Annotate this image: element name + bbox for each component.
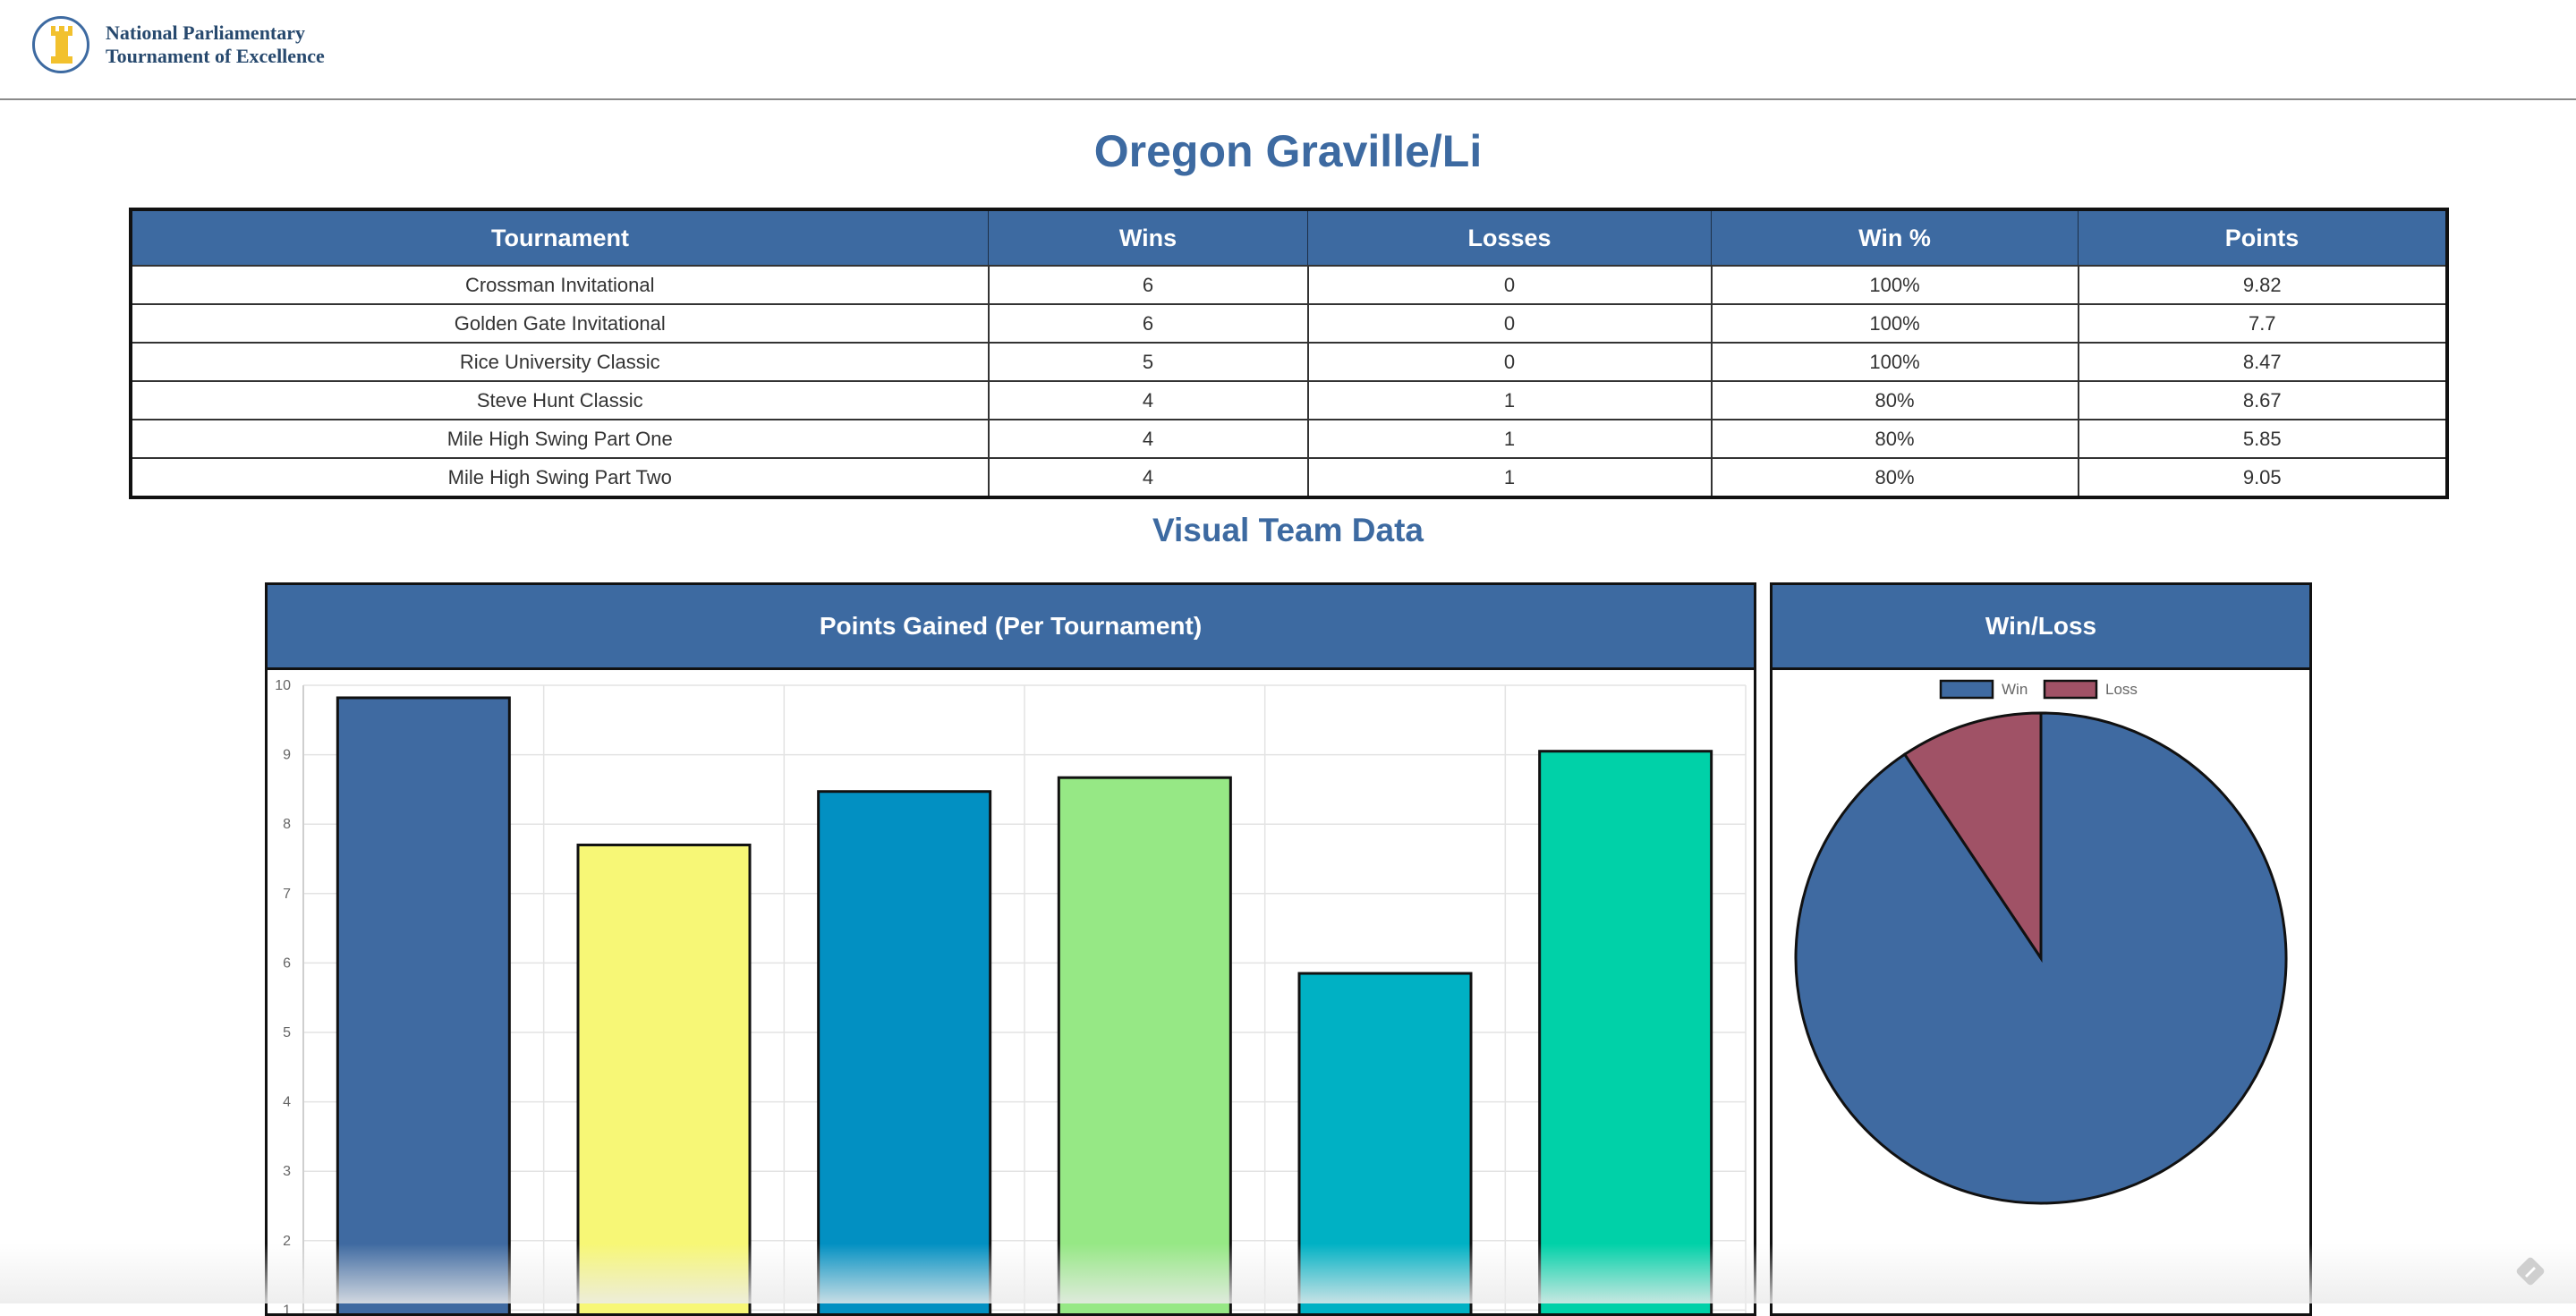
y-tick-label: 9 [283,748,291,763]
cell-points: 5.85 [2077,419,2448,459]
legend-swatch-loss [2043,679,2098,700]
rook-tower-icon [51,26,72,64]
cell-points: 8.67 [2077,380,2448,420]
cell-win-percent: 80% [1710,380,2079,420]
cell-win-percent: 100% [1710,303,2079,344]
legend-label-win: Win [2002,681,2028,698]
cell-wins: 4 [987,419,1309,459]
y-tick-label: 1 [283,1303,291,1316]
cell-tournament: Rice University Classic [130,342,990,382]
column-header-losses: Losses [1307,208,1712,267]
cell-losses: 1 [1306,457,1713,498]
cell-win-percent: 80% [1710,419,2079,459]
cell-points: 9.05 [2077,457,2448,498]
page-title: Oregon Graville/Li [1093,126,1483,176]
cell-wins: 5 [987,342,1309,382]
cell-losses: 0 [1306,265,1713,305]
cell-losses: 1 [1306,419,1713,459]
bar-steve-hunt-classic [1057,776,1232,1313]
cell-losses: 0 [1306,342,1713,382]
y-tick-label: 3 [283,1164,291,1179]
bar-rice-university-classic [817,790,992,1313]
bar-mile-high-swing-part-two [1538,750,1713,1313]
winloss-chart-title: Win/Loss [1773,585,2309,670]
winloss-pie-chart[interactable]: Win Loss [1773,670,2309,1316]
column-header-wins: Wins [988,208,1308,267]
edit-pencil-icon[interactable] [2515,1256,2546,1291]
y-tick-label: 2 [283,1234,291,1249]
column-header-win-percent: Win % [1711,208,2079,267]
cell-points: 8.47 [2077,342,2448,382]
column-header-points: Points [2078,208,2448,267]
cell-tournament: Golden Gate Invitational [130,303,990,344]
cell-points: 7.7 [2077,303,2448,344]
table-row: Rice University Classic 5 0 100% 8.47 [130,342,2448,382]
cell-losses: 1 [1306,380,1713,420]
winloss-chart-panel: Win/Loss Win Loss [1770,582,2312,1316]
legend-swatch-win [1939,679,1994,700]
y-tick-label: 4 [283,1095,291,1110]
site-name-line2: Tournament of Excellence [106,45,325,67]
site-name[interactable]: National Parliamentary Tournament of Exc… [106,21,410,68]
points-bar-chart[interactable]: 1 2 3 4 5 6 7 8 9 10 [268,670,1754,1316]
y-tick-label: 5 [283,1025,291,1040]
site-logo[interactable] [32,16,89,73]
section-title: Visual Team Data [1152,512,1424,548]
pie-legend: Win Loss [1939,679,2138,700]
table-header-row: Tournament Wins Losses Win % Points [130,208,2448,267]
site-header: National Parliamentary Tournament of Exc… [0,0,2576,100]
y-tick-label: 8 [283,817,291,832]
cell-tournament: Steve Hunt Classic [130,380,990,420]
cell-wins: 6 [987,265,1309,305]
cell-win-percent: 100% [1710,342,2079,382]
bar-crossman-invitational [336,696,511,1313]
table-row: Golden Gate Invitational 6 0 100% 7.7 [130,303,2448,344]
table-row: Mile High Swing Part One 4 1 80% 5.85 [130,419,2448,459]
site-name-line1: National Parliamentary [106,21,306,44]
y-tick-label: 7 [283,887,291,902]
bar-golden-gate-invitational [576,843,752,1313]
cell-points: 9.82 [2077,265,2448,305]
cell-wins: 6 [987,303,1309,344]
pie-slice-loss [1902,711,2043,963]
cell-win-percent: 80% [1710,457,2079,498]
points-chart-panel: Points Gained (Per Tournament) 1 2 3 4 5 6 7 8 9… [265,582,1756,1316]
cell-win-percent: 100% [1710,265,2079,305]
table-row: Steve Hunt Classic 4 1 80% 8.67 [130,380,2448,420]
bottom-fade [0,1244,2576,1303]
cell-wins: 4 [987,380,1309,420]
table-row: Mile High Swing Part Two 4 1 80% 9.05 [130,457,2448,498]
cell-tournament: Mile High Swing Part Two [130,457,990,498]
results-table: Tournament Wins Losses Win % Points Cros… [129,208,2449,499]
y-tick-label: 6 [283,955,291,971]
y-tick-label: 10 [275,678,291,693]
cell-losses: 0 [1306,303,1713,344]
cell-tournament: Mile High Swing Part One [130,419,990,459]
cell-tournament: Crossman Invitational [130,265,990,305]
points-chart-title: Points Gained (Per Tournament) [268,585,1754,670]
table-row: Crossman Invitational 6 0 100% 9.82 [130,265,2448,305]
cell-wins: 4 [987,457,1309,498]
legend-label-loss: Loss [2105,681,2138,698]
column-header-tournament: Tournament [130,208,989,267]
